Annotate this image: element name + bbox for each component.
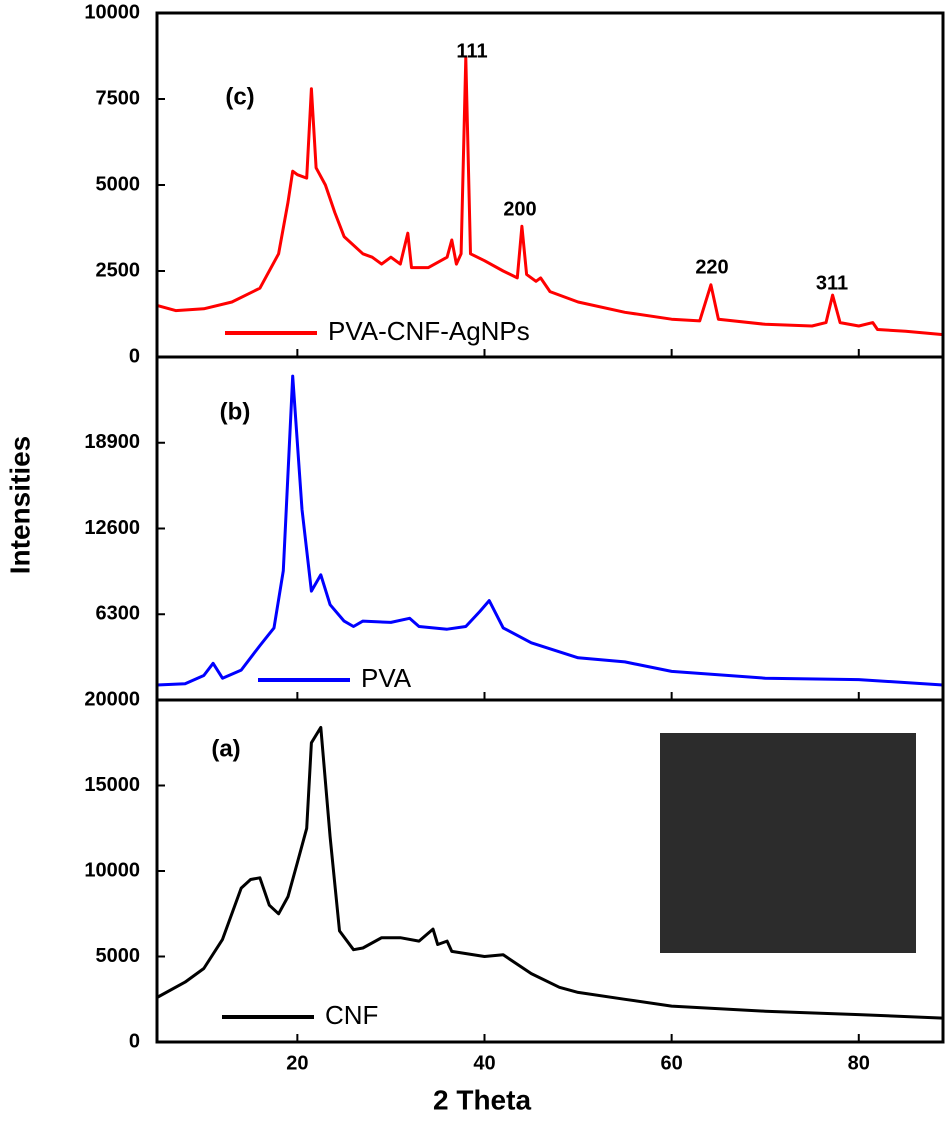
annotation: (c) [225, 83, 254, 110]
annotation: 311 [816, 272, 848, 294]
plot-frame [155, 698, 945, 1044]
x-tick-label: 80 [848, 1052, 870, 1074]
y-tick-label: 10000 [84, 859, 140, 881]
x-tick-label: 20 [286, 1052, 308, 1074]
y-tick-label: 5000 [96, 945, 141, 967]
y-axis-label: Intensities [4, 436, 35, 574]
y-tick-label: 18900 [84, 431, 140, 453]
y-tick-label: 0 [129, 345, 140, 367]
y-tick-label: 10000 [84, 1, 140, 23]
annotation: (b) [220, 398, 251, 425]
y-tick-label: 6300 [96, 603, 141, 625]
data-line [156, 56, 944, 337]
x-tick-label: 60 [661, 1052, 683, 1074]
y-tick-label: 2500 [96, 259, 141, 281]
legend-label: PVA-CNF-AgNPs [328, 316, 530, 346]
y-tick-label: 15000 [84, 774, 140, 796]
legend-label: PVA [361, 663, 412, 693]
plot-frame [155, 11, 945, 359]
annotation: 200 [503, 198, 536, 220]
y-tick-label: 5000 [96, 173, 141, 195]
annotation: 111 [456, 40, 487, 62]
annotation: (a) [211, 735, 240, 762]
data-line [156, 374, 944, 687]
y-tick-label: 7500 [96, 87, 141, 109]
sem-inset [660, 733, 916, 953]
x-axis-label: 2 Theta [433, 1084, 531, 1115]
data-line [156, 725, 944, 1020]
y-tick-label: 0 [129, 1030, 140, 1052]
x-tick-label: 40 [473, 1052, 495, 1074]
y-tick-label: 20000 [84, 688, 140, 710]
y-tick-label: 12600 [84, 517, 140, 539]
annotation: 220 [695, 256, 728, 278]
legend-label: CNF [325, 1000, 378, 1030]
